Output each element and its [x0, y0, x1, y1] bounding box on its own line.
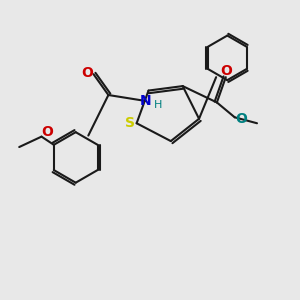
- Text: O: O: [235, 112, 247, 126]
- Text: O: O: [220, 64, 232, 78]
- Text: O: O: [81, 66, 93, 80]
- Text: N: N: [140, 94, 152, 108]
- Text: S: S: [125, 116, 135, 130]
- Text: O: O: [41, 125, 53, 139]
- Text: H: H: [154, 100, 162, 110]
